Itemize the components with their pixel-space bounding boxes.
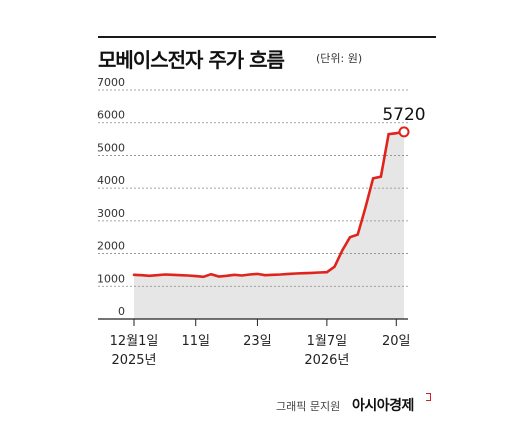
x-tick-label: 20일 [382, 334, 411, 349]
title-rule [98, 36, 436, 38]
graphic-credit: 그래픽 문지원 [276, 400, 341, 413]
y-tick-label: 6000 [97, 109, 125, 122]
y-tick-label: 2000 [97, 240, 125, 253]
x-tick-label: 1월7일 [307, 334, 347, 349]
x-tick-label: 12월1일 [110, 334, 159, 349]
y-tick-label: 5000 [97, 141, 125, 154]
y-tick-label: 1000 [97, 272, 125, 285]
y-tick-label: 7000 [97, 76, 125, 89]
x-tick-year-label: 2026년 [304, 353, 349, 368]
brand-logo: 아시아경제 [352, 398, 414, 414]
unit-label: (단위: 원) [316, 52, 363, 65]
x-tick-label: 23일 [243, 334, 272, 349]
price-line [132, 130, 406, 279]
x-tick-year-label: 2025년 [111, 353, 156, 368]
area-fill [134, 131, 404, 319]
last-price-marker [398, 126, 410, 138]
y-tick-label: 0 [118, 305, 125, 318]
y-tick-label: 3000 [97, 207, 125, 220]
chart-title: 모베이스전자 주가 흐름 [98, 48, 285, 72]
y-tick-label: 4000 [97, 174, 125, 187]
x-tick-label: 11일 [181, 334, 210, 349]
brand-mark-icon [426, 393, 431, 401]
last-price-label: 5720 [382, 105, 425, 125]
